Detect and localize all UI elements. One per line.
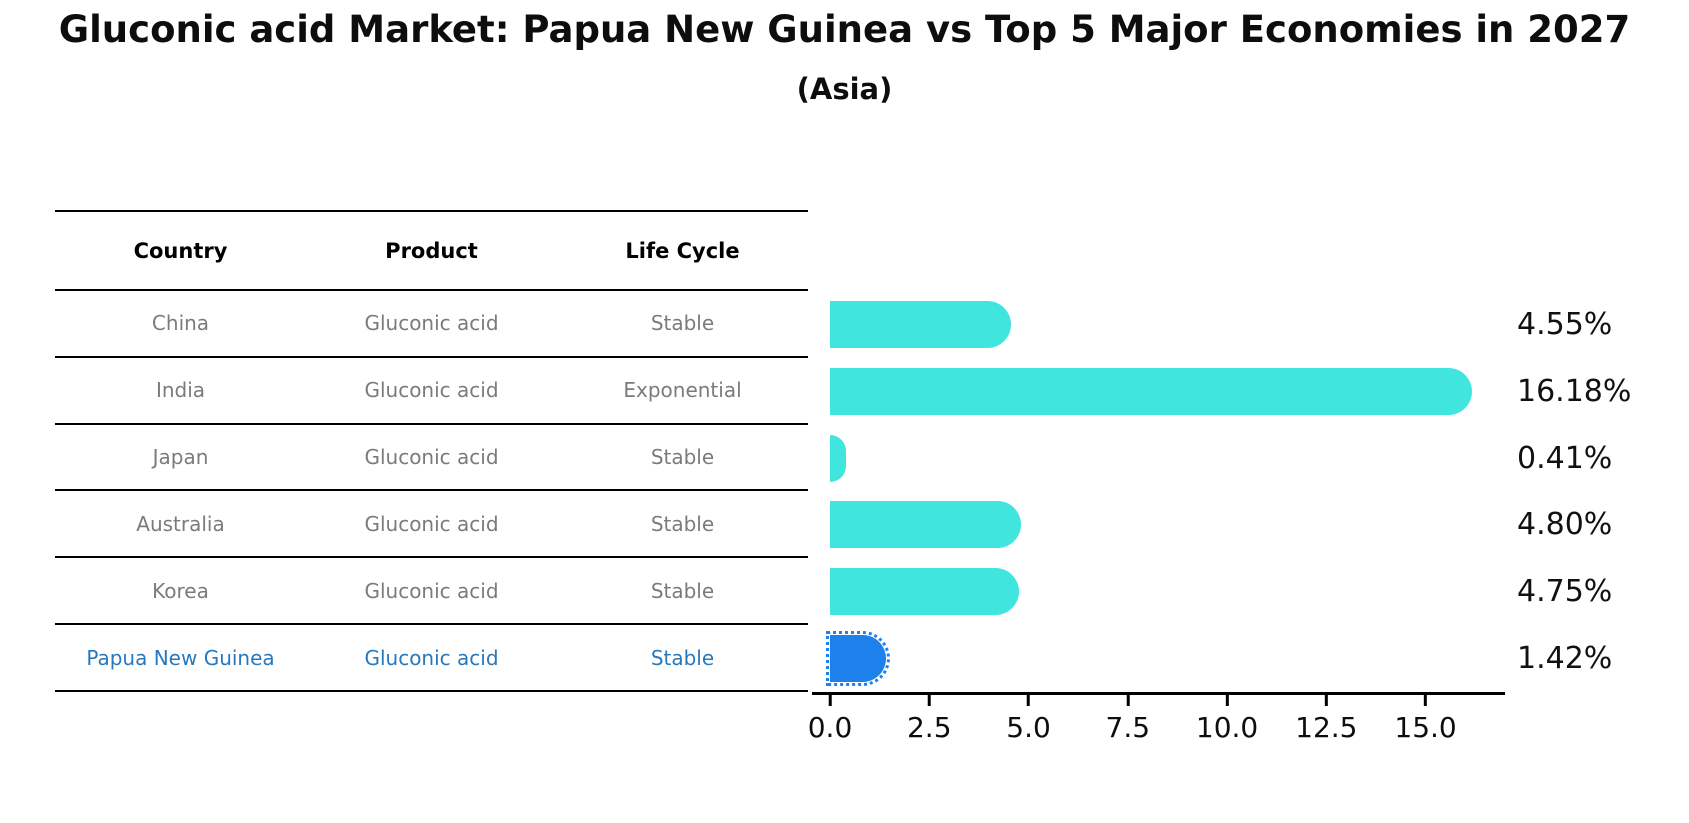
column-header-product: Product (385, 238, 478, 263)
life-cycle-cell: Stable (650, 645, 715, 670)
country-cell: Papua New Guinea (86, 645, 275, 670)
x-axis-tick-label: 7.5 (1105, 711, 1151, 744)
chart-table-figure: Country Product Life Cycle China Gluconi… (55, 210, 1689, 744)
bar-china (830, 300, 1011, 348)
x-axis-tick: 15.0 (1394, 695, 1457, 744)
x-axis-tick-mark (927, 695, 931, 706)
product-cell: Gluconic acid (364, 378, 499, 403)
value-label-korea: 4.75% (1517, 574, 1613, 610)
x-axis-tick-mark (1126, 695, 1130, 706)
life-cycle-cell: Stable (650, 445, 715, 470)
value-label-header-spacer (1517, 210, 1689, 291)
product-cell: Gluconic acid (364, 311, 499, 336)
table-row-australia: Australia Gluconic acid Stable (55, 491, 808, 559)
x-axis-tick-label: 0.0 (807, 711, 853, 744)
life-cycle-cell: Exponential (623, 378, 742, 403)
x-axis-line (812, 692, 1505, 695)
country-cell: Japan (152, 445, 209, 470)
country-cell: China (151, 311, 210, 336)
value-label-japan: 0.41% (1517, 440, 1613, 476)
value-label-papua-new-guinea: 1.42% (1517, 641, 1613, 677)
country-cell: Korea (152, 578, 209, 603)
value-label-australia: 4.80% (1517, 507, 1613, 543)
table-header-row: Country Product Life Cycle (55, 210, 808, 291)
life-cycle-cell: Stable (650, 511, 715, 536)
x-axis-tick-mark (1225, 695, 1229, 706)
table-row-china: China Gluconic acid Stable (55, 291, 808, 358)
value-label-china: 4.55% (1517, 306, 1613, 342)
table-row-papua-new-guinea: Papua New Guinea Gluconic acid Stable (55, 625, 808, 692)
bar-chart-plot-area: 0.0 2.5 5.0 7.5 10.0 12.5 15.0 (808, 210, 1505, 744)
x-axis-tick: 12.5 (1295, 695, 1357, 744)
x-axis-tick: 10.0 (1196, 695, 1258, 744)
bar-papua-new-guinea (825, 631, 891, 687)
page-subtitle: (Asia) (796, 72, 893, 106)
chart-header-spacer (812, 210, 1505, 291)
column-header-life-cycle: Life Cycle (625, 238, 740, 263)
x-axis-tick-label: 5.0 (1006, 711, 1051, 744)
product-cell: Gluconic acid (364, 511, 499, 536)
x-axis-tick-label: 15.0 (1394, 711, 1457, 744)
x-axis-tick-label: 12.5 (1295, 711, 1358, 744)
x-axis-tick: 7.5 (1105, 695, 1151, 744)
x-axis-tick-mark (828, 695, 832, 706)
x-axis-tick-mark (1324, 695, 1328, 706)
value-labels-column: 4.55% 16.18% 0.41% 4.80% 4.75% 1.42% (1517, 210, 1689, 692)
bar-japan (830, 434, 847, 482)
x-axis-tick-mark (1027, 695, 1031, 706)
value-label-india: 16.18% (1517, 373, 1632, 409)
page-title: Gluconic acid Market: Papua New Guinea v… (58, 8, 1631, 51)
table-row-india: India Gluconic acid Exponential (55, 358, 808, 425)
table-row-korea: Korea Gluconic acid Stable (55, 558, 808, 626)
x-axis-tick-mark (1424, 695, 1428, 706)
x-axis-tick-label: 2.5 (906, 711, 952, 744)
x-axis-tick: 0.0 (807, 695, 853, 744)
bar-india (830, 367, 1473, 415)
x-axis-tick-label: 10.0 (1195, 711, 1259, 744)
bar-korea (830, 568, 1019, 616)
comparison-table: Country Product Life Cycle China Gluconi… (55, 210, 808, 692)
table-row-japan: Japan Gluconic acid Stable (55, 425, 808, 492)
product-cell: Gluconic acid (364, 445, 499, 470)
life-cycle-cell: Stable (650, 578, 715, 603)
x-axis-tick: 2.5 (907, 695, 952, 744)
bar-australia (830, 501, 1021, 549)
product-cell: Gluconic acid (364, 578, 499, 603)
country-cell: Australia (136, 511, 225, 536)
column-header-country: Country (133, 238, 228, 263)
life-cycle-cell: Stable (650, 311, 715, 336)
country-cell: India (155, 378, 206, 403)
product-cell: Gluconic acid (364, 645, 499, 670)
x-axis-tick: 5.0 (1006, 695, 1051, 744)
